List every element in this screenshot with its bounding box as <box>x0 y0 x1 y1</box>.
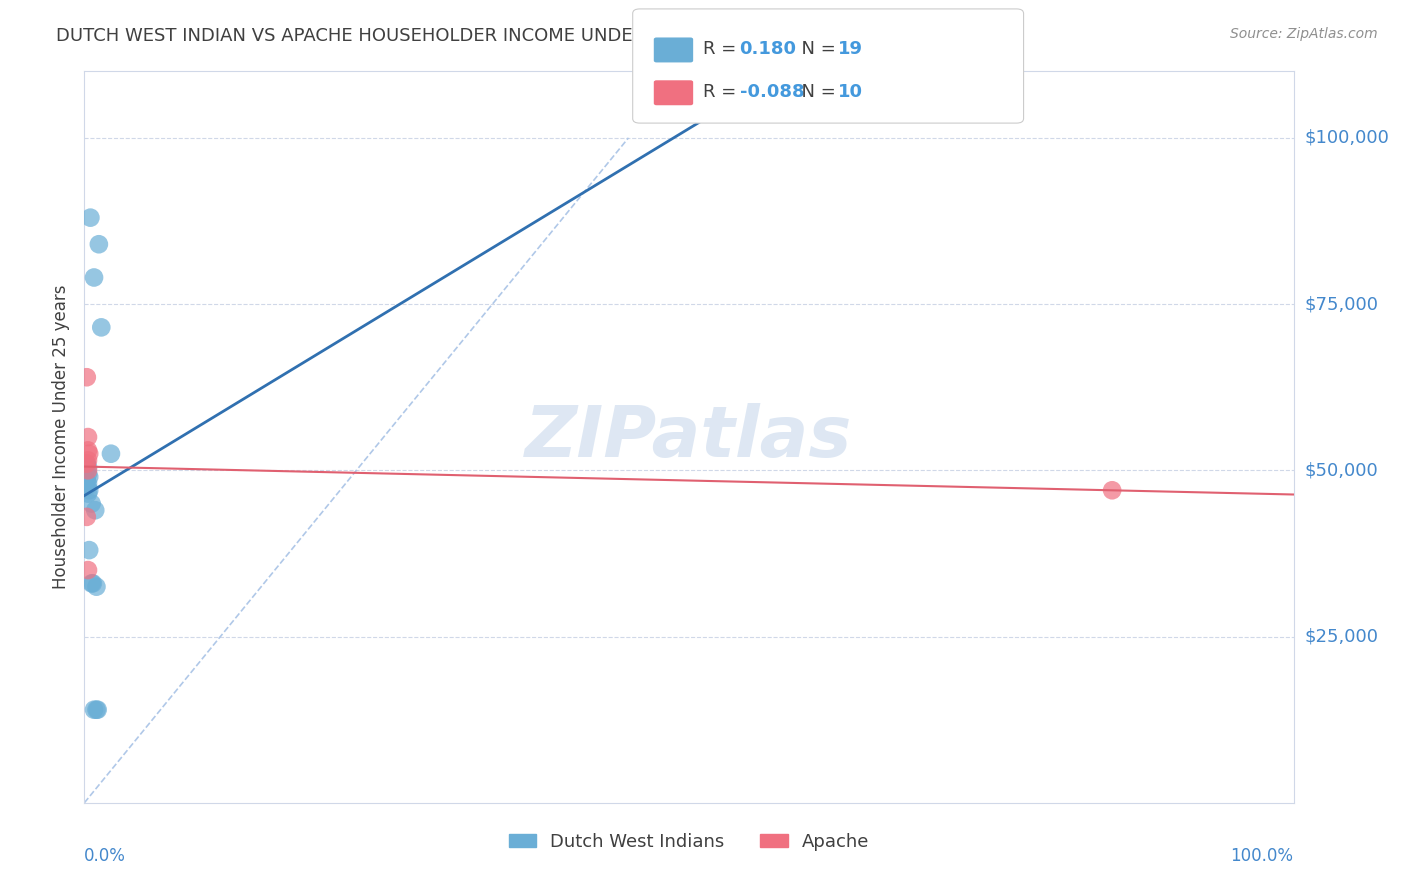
Point <box>76 473 98 487</box>
Point <box>90 320 112 334</box>
Point <box>86 580 108 594</box>
Point <box>82 576 104 591</box>
Text: R =: R = <box>703 83 742 101</box>
Text: ZIPatlas: ZIPatlas <box>526 402 852 472</box>
Point <box>79 211 101 225</box>
Text: 10: 10 <box>838 83 863 101</box>
Text: 100.0%: 100.0% <box>1230 847 1294 864</box>
Text: 19: 19 <box>838 40 863 58</box>
Point <box>76 509 98 524</box>
Point <box>77 483 100 498</box>
Point <box>80 576 103 591</box>
Text: N =: N = <box>790 40 842 58</box>
Point <box>100 447 122 461</box>
Text: $75,000: $75,000 <box>1305 295 1379 313</box>
Point <box>80 497 103 511</box>
Point <box>77 453 100 467</box>
Point <box>87 237 110 252</box>
Point <box>77 543 100 558</box>
Text: Source: ZipAtlas.com: Source: ZipAtlas.com <box>1230 27 1378 41</box>
Point <box>76 370 98 384</box>
Point <box>77 467 100 481</box>
Point <box>77 443 100 458</box>
Text: DUTCH WEST INDIAN VS APACHE HOUSEHOLDER INCOME UNDER 25 YEARS CORRELATION CHART: DUTCH WEST INDIAN VS APACHE HOUSEHOLDER … <box>56 27 939 45</box>
Legend: Dutch West Indians, Apache: Dutch West Indians, Apache <box>499 823 879 860</box>
Point <box>77 447 100 461</box>
Point <box>76 480 98 494</box>
Point <box>84 503 107 517</box>
Text: $50,000: $50,000 <box>1305 461 1378 479</box>
Text: $100,000: $100,000 <box>1305 128 1389 147</box>
Point <box>77 463 100 477</box>
Point <box>77 476 100 491</box>
Point <box>77 460 100 475</box>
Text: 0.180: 0.180 <box>740 40 797 58</box>
Point <box>83 703 105 717</box>
Point <box>1101 483 1123 498</box>
Point <box>86 703 108 717</box>
Text: R =: R = <box>703 40 742 58</box>
Point <box>83 270 105 285</box>
Point <box>77 430 100 444</box>
Text: N =: N = <box>790 83 842 101</box>
Text: -0.088: -0.088 <box>740 83 804 101</box>
Point <box>76 457 98 471</box>
Point <box>77 563 100 577</box>
Point <box>77 470 100 484</box>
Point <box>86 703 108 717</box>
Point <box>76 457 98 471</box>
Y-axis label: Householder Income Under 25 years: Householder Income Under 25 years <box>52 285 70 590</box>
Text: 0.0%: 0.0% <box>84 847 127 864</box>
Text: $25,000: $25,000 <box>1305 628 1379 646</box>
Point <box>77 486 100 500</box>
